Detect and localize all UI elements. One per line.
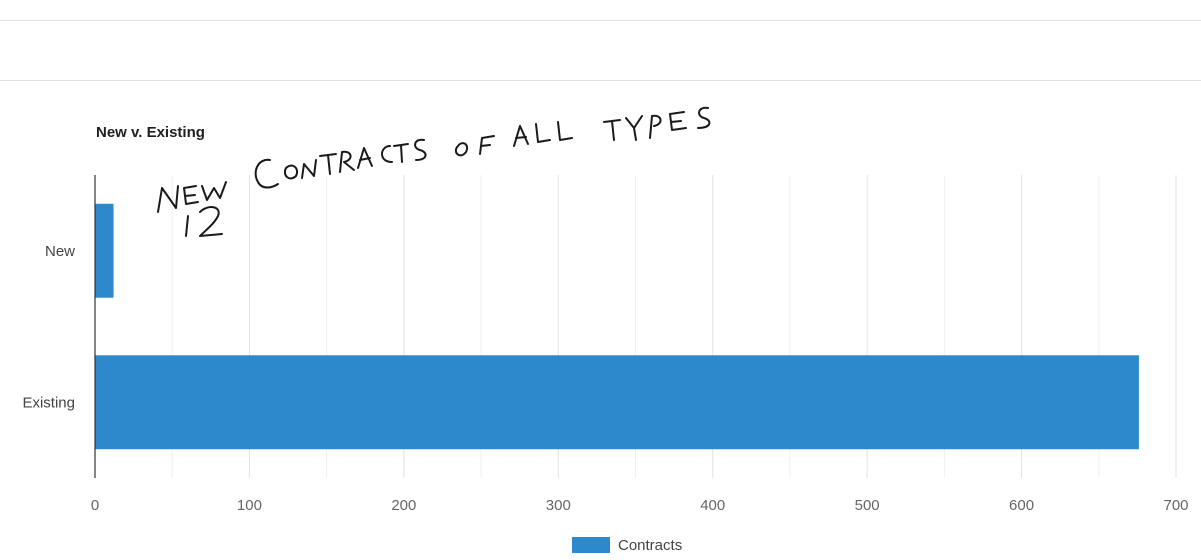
chart-legend: Contracts [572,535,682,555]
x-tick-label: 500 [855,497,880,514]
top-divider-2 [0,80,1201,81]
chart-title: New v. Existing [96,124,205,141]
category-label-new: New [45,243,75,260]
x-tick-label: 600 [1009,497,1034,514]
x-tick-label: 100 [237,497,262,514]
x-tick-label: 200 [391,497,416,514]
legend-label: Contracts [618,536,683,554]
x-tick-label: 400 [700,497,725,514]
legend-swatch [572,537,610,553]
bar-new [95,203,114,298]
top-divider-1 [0,20,1201,21]
x-tick-label: 0 [91,497,99,514]
x-tick-label: 700 [1163,497,1188,514]
x-tick-label: 300 [546,497,571,514]
category-label-existing: Existing [22,394,75,411]
bar-existing [95,355,1139,450]
